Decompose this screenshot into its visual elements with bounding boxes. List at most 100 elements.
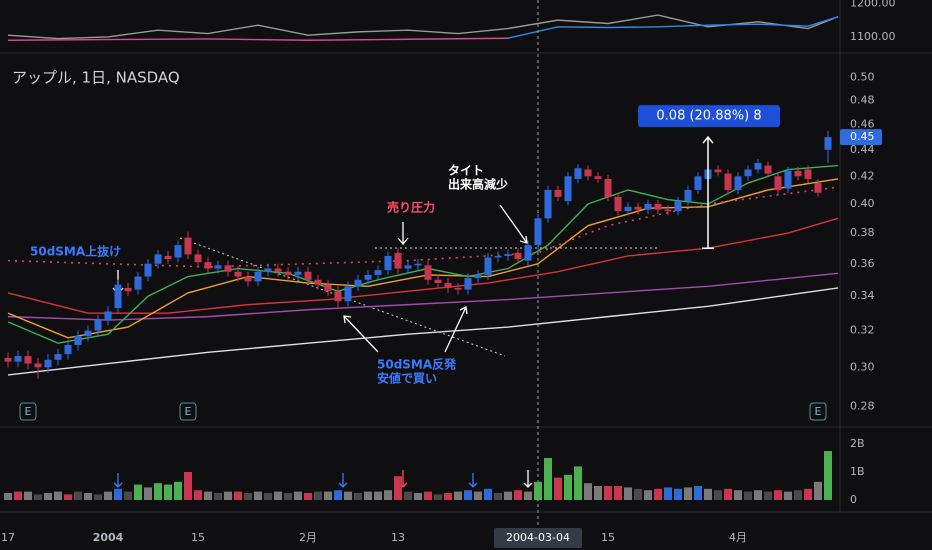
volume-bar: [464, 490, 472, 500]
candle-body: [414, 263, 422, 266]
candle-body: [284, 271, 292, 275]
candle-body: [224, 265, 232, 272]
annotation: 50dSMA反発: [377, 357, 457, 372]
volume-bar: [344, 491, 352, 500]
x-tick-label: 15: [191, 531, 205, 544]
candle-body: [744, 169, 752, 177]
arrow: [444, 306, 468, 353]
volume-bar: [194, 490, 202, 500]
volume-bar: [704, 488, 712, 500]
volume-tick-label: 1B: [850, 465, 865, 478]
indicator-line: [7, 14, 839, 40]
candle-body: [4, 357, 12, 362]
y-tick-label: 0.32: [850, 324, 875, 337]
volume-bar: [784, 491, 792, 500]
volume-bar: [144, 487, 152, 500]
candle-body: [784, 170, 792, 189]
candle-body: [564, 176, 572, 202]
volume-bar: [154, 483, 162, 500]
arrow: [397, 222, 409, 246]
candle-body: [604, 178, 612, 197]
candle-body: [504, 254, 512, 256]
volume-bar: [284, 493, 292, 500]
volume-bar: [104, 491, 112, 500]
candle-body: [334, 291, 342, 302]
indicator-line: [507, 16, 839, 39]
annotation: 出来高減少: [448, 177, 508, 192]
volume-bar: [324, 491, 332, 500]
volume-bar: [54, 491, 62, 500]
x-tick-label: 4月: [729, 531, 747, 544]
candle-body: [594, 176, 602, 179]
candle-body: [404, 265, 412, 269]
volume-bar: [114, 488, 122, 500]
volume-bar: [134, 484, 142, 500]
arrows: [112, 204, 528, 353]
candle-body: [444, 283, 452, 288]
volume-bar: [314, 491, 322, 500]
volume-bar: [74, 491, 82, 500]
candle-body: [394, 252, 402, 269]
candle-body: [234, 271, 242, 277]
y-tick-label: 0.38: [850, 226, 875, 239]
volume-bar: [414, 493, 422, 500]
candle-body: [524, 245, 532, 261]
volume-bar: [524, 491, 532, 500]
volume-bar: [544, 458, 552, 500]
arrow: [523, 470, 533, 488]
y-tick-label: 0.36: [850, 257, 875, 270]
candle-body: [314, 279, 322, 285]
volume-bar: [724, 488, 732, 500]
earnings-marker: [809, 402, 827, 421]
x-tick-label: 17: [1, 531, 15, 544]
candle-body: [694, 176, 702, 190]
crosshair-label-box: [494, 528, 582, 548]
volume-bar: [774, 490, 782, 500]
volume-bar: [334, 490, 342, 500]
candle-body: [534, 218, 542, 246]
candle-body: [614, 196, 622, 212]
earnings-label: E: [185, 405, 192, 418]
candle-body: [384, 255, 392, 271]
volume-bar: [504, 491, 512, 500]
volume-bar: [244, 493, 252, 500]
volume-bar: [654, 488, 662, 500]
annotation: 売り圧力: [387, 200, 435, 215]
arrow: [113, 473, 123, 488]
volume-bar: [814, 481, 822, 500]
candle-body: [674, 201, 682, 212]
candle-body: [584, 169, 592, 177]
candle-body: [24, 356, 32, 364]
candle-body: [244, 276, 252, 282]
volume-bar: [304, 493, 312, 500]
volume-arrows: [113, 470, 533, 488]
candle-body: [684, 189, 692, 202]
volume-bar: [44, 493, 52, 500]
candle-body: [514, 252, 522, 260]
moving-average: [7, 287, 839, 376]
candle-body: [154, 254, 162, 264]
candle-body: [464, 278, 472, 290]
y-tick-label: 0.44: [850, 143, 875, 156]
volume-bar: [444, 493, 452, 500]
candle-body: [144, 263, 152, 277]
volume-bar: [184, 472, 192, 500]
measure-box: [638, 105, 780, 128]
volume-bar: [354, 493, 362, 500]
y-tick-label: 0.46: [850, 118, 875, 131]
candle-body: [654, 203, 662, 210]
volume-bar: [264, 493, 272, 500]
candle-body: [644, 203, 652, 210]
candle-body: [794, 170, 802, 177]
last-price-box: [840, 129, 882, 146]
volume-bar: [34, 494, 42, 500]
x-tick-label: 2004: [93, 531, 124, 544]
earnings-label: E: [25, 405, 32, 418]
candle-body: [44, 359, 52, 368]
volume-bar: [24, 491, 32, 500]
x-tick-label: 13: [391, 531, 405, 544]
volume-bar: [534, 481, 542, 500]
x-tick-label: 15: [601, 531, 615, 544]
moving-average: [7, 164, 839, 344]
